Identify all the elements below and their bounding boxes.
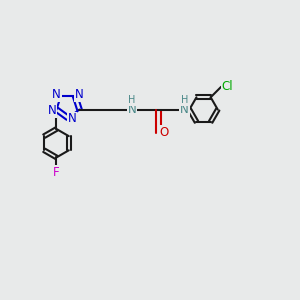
Text: N: N <box>128 103 136 116</box>
Text: N: N <box>52 88 61 101</box>
Text: F: F <box>53 166 60 178</box>
Text: N: N <box>75 88 84 101</box>
Text: Cl: Cl <box>222 80 233 93</box>
Text: H: H <box>181 95 188 105</box>
Text: N: N <box>68 112 76 125</box>
Text: H: H <box>128 95 136 105</box>
Text: N: N <box>180 103 189 116</box>
Text: O: O <box>159 126 168 139</box>
Text: N: N <box>48 104 57 117</box>
